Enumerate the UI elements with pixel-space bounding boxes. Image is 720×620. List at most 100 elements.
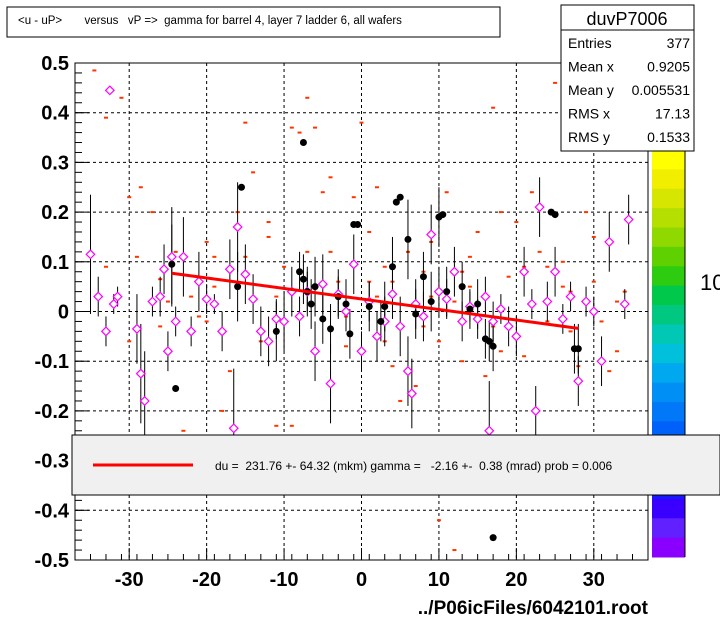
scatter-mark — [274, 295, 279, 298]
profile-marker — [170, 316, 181, 327]
scatter-mark — [220, 409, 225, 412]
profile-marker — [511, 331, 522, 342]
scatter-mark — [529, 191, 534, 194]
scatter-mark — [305, 96, 310, 99]
heavy-marker — [299, 139, 307, 147]
profile-marker — [201, 293, 212, 305]
heavy-marker — [474, 300, 482, 308]
scatter-mark — [138, 186, 143, 189]
scatter-mark — [289, 424, 294, 427]
profile-marker — [178, 251, 189, 262]
palette-band — [652, 169, 685, 190]
scatter-mark — [367, 230, 372, 233]
profile-marker — [573, 375, 584, 387]
profile-marker — [240, 269, 251, 280]
plot-area: -30 -20 -10 0 10 20 30 -0.5 -0.4 -0.3 -0.2 -0.1 0 0.… — [35, 53, 649, 591]
profile-marker — [534, 202, 545, 213]
heavy-marker — [237, 183, 245, 191]
profile-marker — [112, 291, 123, 302]
profile-marker — [158, 264, 170, 275]
profile-marker — [131, 323, 143, 334]
y-tick-label: 0.3 — [41, 152, 69, 174]
y-tick-label: 0.2 — [41, 202, 69, 224]
profile-marker — [495, 303, 506, 315]
scatter-mark — [545, 265, 550, 268]
y-tick-label: -0.3 — [35, 451, 69, 473]
profile-marker — [557, 313, 568, 325]
stats-label: Mean y — [568, 82, 614, 98]
y-tick-label: -0.5 — [35, 550, 69, 572]
profile-marker — [93, 291, 104, 302]
scatter-mark — [289, 126, 294, 129]
palette-band — [652, 150, 685, 170]
stats-value: 17.13 — [655, 106, 690, 122]
y-axis-ticks: -0.5 -0.4 -0.3 -0.2 -0.1 0 0.1 0.2 0.3 0.4 0.5 — [35, 53, 89, 572]
stats-label: RMS x — [568, 106, 610, 122]
scatter-mark — [460, 360, 465, 363]
x-axis-ticks: -30 -20 -10 0 10 20 30 — [89, 548, 634, 591]
profile-marker — [340, 306, 352, 317]
profile-marker — [503, 321, 514, 332]
heavy-marker — [466, 305, 474, 313]
stats-label: Entries — [568, 35, 612, 51]
scatter-mark — [584, 211, 589, 214]
stats-label: RMS y — [568, 129, 610, 145]
scatter-mark — [173, 250, 178, 253]
palette-band — [652, 305, 685, 325]
profile-marker — [108, 298, 119, 310]
y-tick-label: 0 — [58, 302, 69, 324]
x-tick-label: -30 — [115, 569, 144, 591]
profile-marker — [104, 85, 115, 96]
profile-marker — [484, 425, 495, 436]
heavy-marker — [311, 283, 319, 291]
x-tick-label: 10 — [428, 569, 450, 591]
profile-marker — [139, 395, 150, 407]
stats-label: Mean x — [568, 59, 614, 75]
scatter-mark — [475, 230, 480, 233]
scatter-mark — [266, 235, 271, 238]
profile-marker — [356, 346, 367, 357]
scatter-mark — [483, 375, 488, 378]
y-tick-label: -0.2 — [35, 401, 69, 423]
heavy-marker — [439, 211, 447, 219]
scatter-mark — [212, 255, 217, 258]
heavy-marker — [365, 303, 373, 311]
heavy-marker — [342, 300, 350, 308]
scatter-mark — [103, 265, 108, 268]
plot-title: <u - uP> versus vP => gamma for barrel 4… — [18, 15, 402, 27]
scatter-mark — [382, 265, 387, 268]
fit-line — [171, 271, 579, 330]
profile-marker — [224, 264, 235, 275]
profile-marker — [248, 293, 259, 305]
profile-marker — [449, 266, 460, 277]
heavy-marker — [307, 300, 315, 308]
profile-marker — [488, 316, 499, 327]
profile-marker — [387, 289, 398, 300]
scatter-mark — [328, 250, 333, 253]
scatter-mark — [491, 106, 496, 109]
heavy-marker — [458, 283, 466, 291]
profile-marker — [228, 423, 239, 434]
scatter-mark — [227, 370, 232, 373]
profile-marker — [565, 291, 576, 302]
y-tick-label: -0.1 — [35, 351, 69, 373]
profile-marker — [472, 313, 483, 325]
heavy-marker — [168, 260, 176, 268]
scatter-mark — [297, 131, 302, 134]
profile-marker — [433, 286, 445, 297]
profile-marker — [530, 405, 541, 416]
palette-band — [652, 401, 685, 422]
fit-legend: du = 231.76 +- 64.32 (mkm) gamma = -2.16… — [71, 434, 720, 496]
scatter-mark — [522, 355, 527, 358]
scatter-mark — [305, 250, 310, 253]
scatter-mark — [506, 275, 511, 278]
scatter-mark — [127, 340, 132, 343]
scatter-mark — [514, 221, 519, 224]
scatter-mark — [134, 255, 139, 258]
scatter-mark — [344, 345, 349, 348]
scatter-mark — [498, 211, 503, 214]
scatter-mark — [374, 186, 379, 189]
scatter-mark — [436, 340, 441, 343]
scatter-mark — [150, 211, 155, 214]
palette-band — [652, 537, 685, 558]
